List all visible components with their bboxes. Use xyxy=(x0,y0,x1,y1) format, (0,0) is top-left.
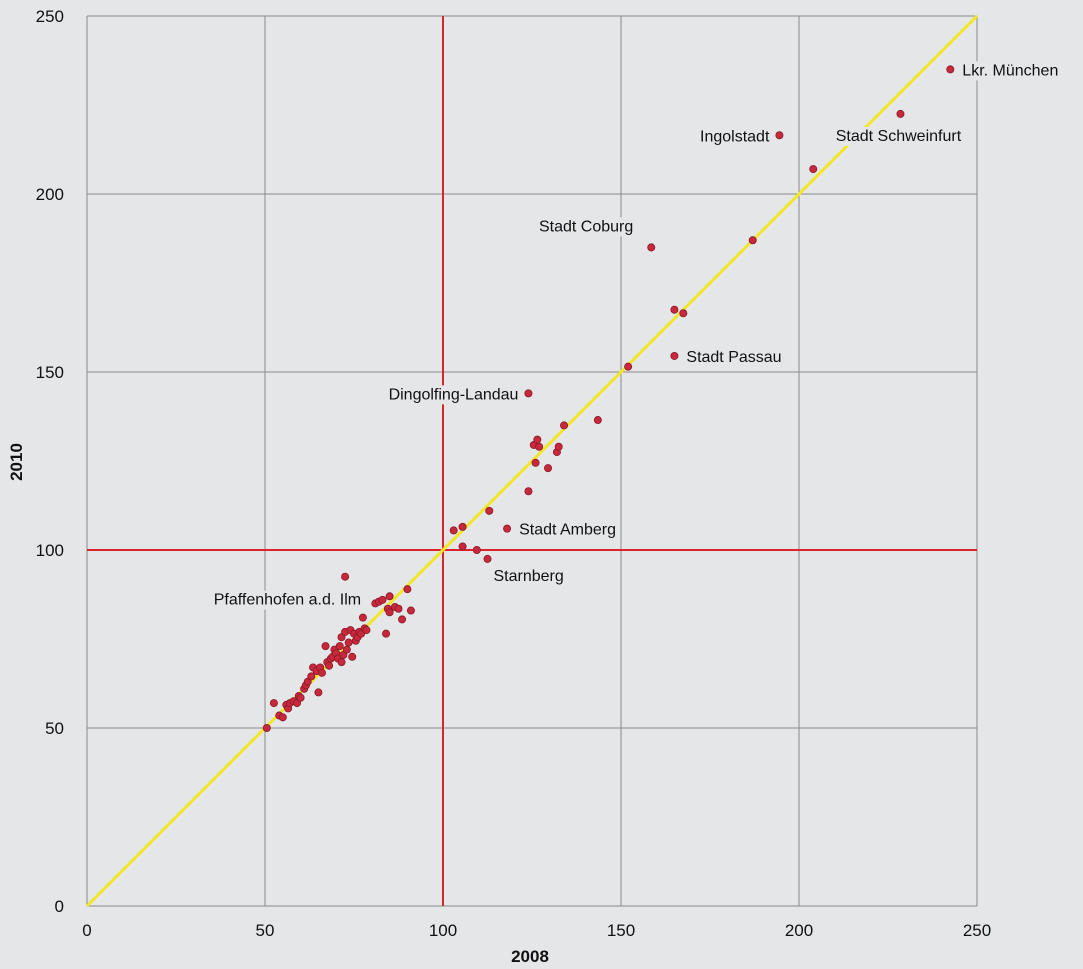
data-point xyxy=(335,642,344,651)
annotation-text: Starnberg xyxy=(494,568,564,585)
data-point xyxy=(775,131,784,140)
annotation-background xyxy=(384,385,523,405)
y-tick-label: 0 xyxy=(55,897,64,916)
data-point xyxy=(503,524,512,533)
annotation-text: Ingolstadt xyxy=(700,128,770,145)
annotation-background xyxy=(534,217,638,237)
data-point xyxy=(337,658,346,667)
data-point xyxy=(946,65,955,74)
annotation-text: Stadt Passau xyxy=(686,349,781,366)
annotation-label: Pfaffenhofen a.d. Ilm xyxy=(209,590,366,610)
data-point xyxy=(624,362,633,371)
x-tick-label: 150 xyxy=(607,921,635,940)
data-point xyxy=(535,442,544,451)
data-point xyxy=(472,546,481,555)
x-tick-label: 200 xyxy=(785,921,813,940)
data-point xyxy=(524,389,533,398)
data-point xyxy=(554,442,563,451)
annotation-text: Stadt Schweinfurt xyxy=(836,128,962,145)
data-point xyxy=(458,542,467,551)
annotation-text: Dingolfing-Landau xyxy=(389,386,519,403)
annotation-label: Stadt Passau xyxy=(682,347,786,367)
data-point xyxy=(278,713,287,722)
annotations: Lkr. München Ingolstadt Stadt Schweinfurt S… xyxy=(209,61,1063,610)
data-point xyxy=(485,506,494,515)
x-axis-title: 2008 xyxy=(511,947,549,966)
data-point xyxy=(896,109,905,118)
data-point xyxy=(341,572,350,581)
annotation-label: Ingolstadt xyxy=(696,127,774,147)
x-tick-label: 250 xyxy=(963,921,991,940)
data-point xyxy=(385,592,394,601)
data-point xyxy=(593,416,602,425)
data-point xyxy=(321,642,330,651)
annotation-label: Stadt Amberg xyxy=(515,520,621,540)
data-point xyxy=(748,236,757,245)
data-point xyxy=(670,351,679,360)
data-point xyxy=(325,661,334,670)
annotation-background xyxy=(831,126,966,146)
data-point xyxy=(679,309,688,318)
annotation-text: Stadt Amberg xyxy=(519,522,616,539)
x-tick-label: 50 xyxy=(256,921,275,940)
data-point xyxy=(344,638,353,647)
data-point xyxy=(378,595,387,604)
annotation-label: Starnberg xyxy=(489,566,568,586)
data-point xyxy=(544,464,553,473)
tick-labels: 0 50 100 150 200 250 0 50 100 150 200 250 xyxy=(36,7,992,940)
y-tick-label: 50 xyxy=(45,719,64,738)
annotation-label: Dingolfing-Landau xyxy=(384,385,523,405)
data-point xyxy=(398,615,407,624)
data-point xyxy=(394,604,403,613)
annotation-label: Stadt Coburg xyxy=(534,217,638,237)
annotation-label: Lkr. München xyxy=(958,61,1063,81)
annotation-text: Lkr. München xyxy=(962,62,1058,79)
data-point xyxy=(483,554,492,563)
data-point xyxy=(358,613,367,622)
annotation-background xyxy=(209,590,366,610)
data-point xyxy=(533,435,542,444)
data-point xyxy=(670,305,679,314)
y-tick-label: 150 xyxy=(36,363,64,382)
data-point xyxy=(362,626,371,635)
data-point xyxy=(406,606,415,615)
data-points xyxy=(262,65,955,733)
reference-lines xyxy=(87,16,977,906)
y-axis-title: 2010 xyxy=(7,443,26,481)
data-point xyxy=(342,645,351,654)
data-point xyxy=(296,693,305,702)
annotation-background xyxy=(696,127,774,147)
annotation-text: Pfaffenhofen a.d. Ilm xyxy=(214,592,361,609)
data-point xyxy=(385,608,394,617)
data-point xyxy=(269,699,278,708)
y-tick-label: 100 xyxy=(36,541,64,560)
data-point xyxy=(809,165,818,174)
data-point xyxy=(317,668,326,677)
y-tick-label: 250 xyxy=(36,7,64,26)
y-tick-label: 200 xyxy=(36,185,64,204)
annotation-background xyxy=(515,520,621,540)
annotation-background xyxy=(489,566,568,586)
annotation-label: Stadt Schweinfurt xyxy=(831,126,966,146)
data-point xyxy=(307,672,316,681)
data-point xyxy=(560,421,569,430)
data-point xyxy=(524,487,533,496)
data-point xyxy=(647,243,656,252)
x-tick-label: 100 xyxy=(429,921,457,940)
x-tick-label: 0 xyxy=(82,921,91,940)
annotation-background xyxy=(958,61,1063,81)
data-point xyxy=(449,526,458,535)
data-point xyxy=(458,522,467,531)
data-point xyxy=(348,652,357,661)
data-point xyxy=(531,458,540,467)
data-point xyxy=(403,585,412,594)
data-point xyxy=(382,629,391,638)
annotation-text: Stadt Coburg xyxy=(539,218,633,235)
data-point xyxy=(314,688,323,697)
annotation-background xyxy=(682,347,786,367)
data-point xyxy=(262,724,271,733)
